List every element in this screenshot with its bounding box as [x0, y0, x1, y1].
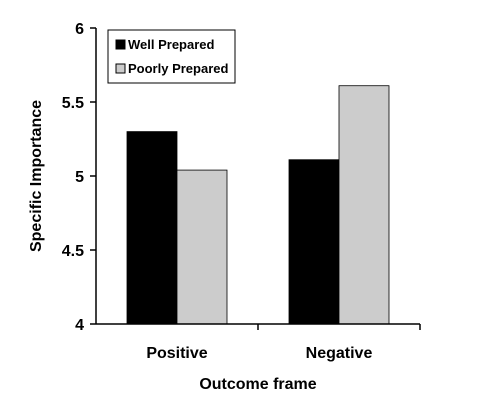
legend-label-poorly-prepared: Poorly Prepared	[128, 61, 228, 76]
legend-swatch-well-prepared	[115, 39, 126, 50]
y-tick-label: 4.5	[62, 243, 84, 260]
legend: Well Prepared Poorly Prepared	[107, 29, 236, 84]
bar-poorly-prepared-negative	[338, 85, 390, 325]
bar-well-prepared-positive	[126, 131, 178, 325]
bar-well-prepared-negative	[288, 159, 340, 325]
y-tick-label: 5.5	[62, 95, 84, 112]
bar-poorly-prepared-positive	[176, 169, 228, 325]
y-ticks-group: 4 4.5 5 5.5 6	[62, 21, 96, 334]
x-category-label-positive: Positive	[146, 345, 207, 362]
x-axis-label: Outcome frame	[199, 376, 316, 393]
x-categories-group: Positive Negative	[146, 324, 421, 362]
bars-group	[126, 85, 390, 325]
y-axis-label: Specific Importance	[28, 100, 45, 252]
x-category-label-negative: Negative	[306, 345, 373, 362]
legend-label-well-prepared: Well Prepared	[128, 37, 215, 52]
legend-box	[107, 29, 236, 84]
y-tick-label: 6	[75, 21, 84, 38]
y-tick-label: 5	[75, 169, 84, 186]
y-tick-label: 4	[75, 317, 84, 334]
legend-swatch-poorly-prepared	[115, 63, 126, 74]
